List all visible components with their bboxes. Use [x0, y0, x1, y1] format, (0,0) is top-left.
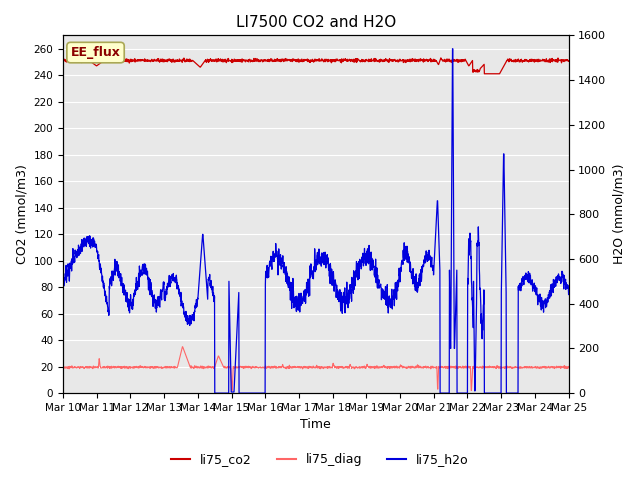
- li75_diag: [179, 344, 186, 349]
- li75_diag: [292, 364, 300, 370]
- li75_diag: [550, 365, 558, 371]
- Y-axis label: CO2 (mmol/m3): CO2 (mmol/m3): [15, 164, 28, 264]
- li75_co2: [85, 58, 93, 64]
- li75_h2o: [305, 283, 313, 288]
- li75_co2: [550, 58, 558, 63]
- li75_co2: [481, 71, 488, 77]
- li75_h2o: [550, 284, 558, 290]
- li75_co2: [305, 58, 313, 64]
- li75_h2o: [550, 277, 558, 283]
- li75_co2: [458, 58, 465, 63]
- li75_h2o: [564, 292, 572, 298]
- li75_diag: [305, 364, 313, 370]
- X-axis label: Time: Time: [300, 419, 331, 432]
- li75_co2: [112, 55, 120, 60]
- li75_co2: [564, 58, 572, 64]
- li75_h2o: [449, 46, 456, 52]
- Line: li75_diag: li75_diag: [63, 347, 568, 390]
- li75_diag: [85, 365, 93, 371]
- li75_diag: [59, 365, 67, 371]
- li75_co2: [550, 58, 558, 64]
- li75_co2: [292, 57, 300, 62]
- li75_diag: [228, 387, 236, 393]
- li75_h2o: [292, 303, 300, 309]
- li75_h2o: [59, 281, 67, 287]
- Text: EE_flux: EE_flux: [70, 46, 120, 59]
- Title: LI7500 CO2 and H2O: LI7500 CO2 and H2O: [236, 15, 396, 30]
- li75_h2o: [85, 234, 93, 240]
- Line: li75_h2o: li75_h2o: [63, 49, 568, 393]
- li75_diag: [458, 365, 465, 371]
- li75_h2o: [458, 390, 465, 396]
- li75_diag: [550, 366, 558, 372]
- li75_diag: [564, 364, 572, 370]
- Y-axis label: H2O (mmol/m3): H2O (mmol/m3): [612, 164, 625, 264]
- li75_co2: [59, 57, 67, 63]
- Line: li75_co2: li75_co2: [63, 58, 568, 74]
- li75_h2o: [211, 390, 219, 396]
- Legend: li75_co2, li75_diag, li75_h2o: li75_co2, li75_diag, li75_h2o: [166, 448, 474, 471]
